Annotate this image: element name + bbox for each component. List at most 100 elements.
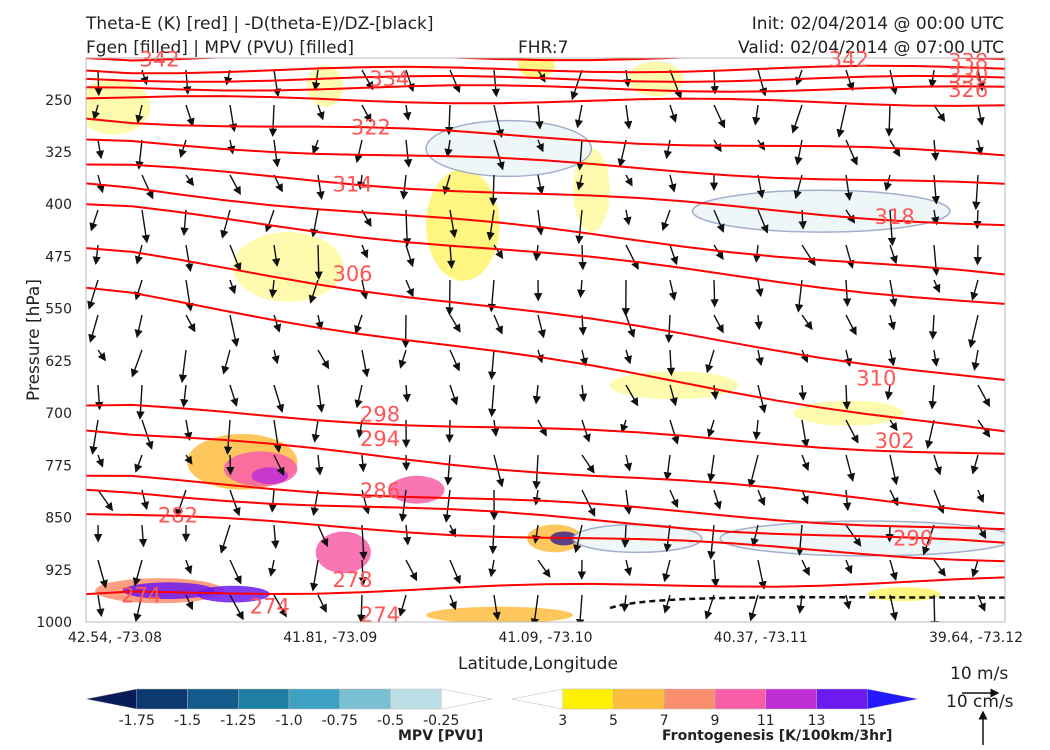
wind-arrow <box>89 209 99 232</box>
theta-e-contour <box>86 64 1005 75</box>
wind-arrow <box>405 69 415 93</box>
wind-arrow <box>268 279 278 299</box>
wind-arrow <box>184 419 193 441</box>
wind-arrow <box>968 314 979 349</box>
wind-arrow <box>661 209 671 232</box>
wind-arrow <box>317 594 327 613</box>
wind-arrow <box>669 489 679 509</box>
wind-arrow <box>931 209 940 226</box>
colorbar-segment <box>867 688 919 710</box>
wind-arrow <box>273 454 285 476</box>
wind-arrow <box>977 524 987 540</box>
ddz-contour <box>609 595 1005 610</box>
colorbar-tick: 9 <box>711 713 720 729</box>
wind-arrow <box>264 209 275 233</box>
wind-scale-vertical: 10 cm/s <box>946 692 1014 712</box>
wind-arrow <box>845 209 856 224</box>
wind-arrow <box>713 104 726 129</box>
colorbar-tick: -0.25 <box>423 713 459 729</box>
wind-arrow <box>536 174 545 195</box>
wind-arrow <box>530 594 540 622</box>
wind-arrow <box>842 384 851 411</box>
wind-arrow <box>933 454 942 476</box>
theta-e-contour <box>86 474 1005 531</box>
contour-label: 338 <box>948 49 988 73</box>
wind-arrow <box>185 174 195 187</box>
wind-arrow <box>887 349 896 367</box>
wind-arrow <box>889 559 898 582</box>
y-tick-label: 1000 <box>36 615 72 631</box>
wind-arrow <box>845 139 858 166</box>
colorbar-tick: 13 <box>808 713 826 729</box>
wind-arrow <box>229 594 244 621</box>
wind-arrow <box>575 209 584 245</box>
wind-arrow <box>757 489 766 507</box>
wind-arrow <box>96 594 105 618</box>
wind-arrow <box>268 104 278 137</box>
wind-arrow <box>970 454 979 475</box>
wind-arrow <box>931 174 940 205</box>
contour-label: 290 <box>893 526 933 550</box>
contour-label: 286 <box>360 479 400 503</box>
wind-arrow <box>845 454 856 482</box>
wind-arrow <box>360 279 369 300</box>
colorbar-segment <box>511 688 563 710</box>
wind-arrow <box>662 594 671 614</box>
wind-arrow <box>537 314 546 339</box>
wind-arrow <box>756 139 766 151</box>
wind-arrow <box>885 104 894 137</box>
wind-arrow <box>931 244 941 277</box>
wind-arrow <box>623 104 633 130</box>
wind-arrow <box>185 594 194 611</box>
contour-label: 298 <box>360 403 400 427</box>
wind-arrow <box>845 419 859 444</box>
wind-arrow <box>184 559 193 575</box>
fill-region <box>867 587 941 602</box>
wind-arrow <box>536 209 545 236</box>
theta-e-contour <box>86 513 1005 563</box>
wind-arrow <box>405 244 415 268</box>
wind-arrow <box>309 559 319 592</box>
colorbars: -1.75 -1.5 -1.25 -1.0 -0.75 -0.5 -0.25 3 5 7 9 11 13… <box>85 688 919 729</box>
wind-arrow <box>977 594 986 612</box>
wind-arrow <box>315 454 324 476</box>
wind-arrow <box>663 139 673 160</box>
wind-arrow <box>535 104 544 130</box>
colorbar-segment <box>85 688 137 710</box>
wind-arrow <box>273 384 285 413</box>
y-tick-label: 325 <box>45 145 72 161</box>
wind-arrow <box>752 419 761 441</box>
wind-arrow <box>316 104 325 121</box>
colorbar-segment <box>238 688 290 710</box>
wind-arrow <box>354 384 363 409</box>
theta-e-contour <box>86 403 1005 455</box>
wind-arrow <box>361 69 374 91</box>
wind-arrow <box>229 244 242 272</box>
wind-arrow <box>932 279 941 294</box>
wind-arrow <box>884 384 894 401</box>
wind-arrow <box>88 314 99 343</box>
wind-arrow <box>976 489 985 504</box>
wind-arrow <box>579 349 589 367</box>
mpv-region <box>425 119 593 178</box>
wind-arrow <box>226 454 235 476</box>
theta-e-contour <box>86 576 1005 596</box>
wind-arrow <box>493 244 504 260</box>
wind-arrow <box>185 279 194 312</box>
wind-arrow <box>889 454 899 486</box>
wind-arrow <box>578 384 588 403</box>
colorbar-tick: 7 <box>660 713 669 729</box>
wind-arrow <box>930 594 939 622</box>
wind-arrow <box>755 349 764 367</box>
wind-arrow <box>358 454 367 473</box>
wind-arrow <box>972 174 981 211</box>
wind-scale-horizontal: 10 m/s <box>950 664 1009 684</box>
wind-arrow <box>794 139 803 166</box>
wind-arrow <box>493 139 505 171</box>
wind-arrow <box>229 384 239 407</box>
wind-arrow <box>663 454 672 481</box>
wind-arrow <box>399 174 409 200</box>
wind-arrow <box>889 279 898 308</box>
contour-label: 318 <box>875 205 915 229</box>
